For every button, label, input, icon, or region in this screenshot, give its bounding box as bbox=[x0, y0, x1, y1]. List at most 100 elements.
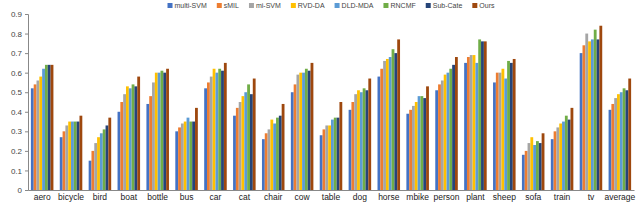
legend-item: Sub-Cate bbox=[426, 2, 463, 9]
bar bbox=[250, 94, 253, 190]
bar bbox=[542, 133, 545, 190]
plot: 00.10.20.30.40.50.60.70.80.9aerobicycleb… bbox=[11, 10, 636, 202]
bar bbox=[510, 63, 513, 190]
bar bbox=[406, 114, 409, 190]
chart: 00.10.20.30.40.50.60.70.80.9aerobicycleb… bbox=[0, 0, 640, 210]
bar bbox=[118, 112, 121, 190]
bar bbox=[242, 96, 245, 190]
tick-label: aero bbox=[34, 192, 51, 202]
bar bbox=[89, 161, 92, 190]
legend-item: RNCMF bbox=[383, 2, 415, 9]
bar bbox=[556, 127, 559, 190]
bar bbox=[149, 96, 152, 190]
tick-label: 0.7 bbox=[11, 49, 23, 58]
bar bbox=[351, 102, 354, 190]
bar bbox=[473, 55, 476, 190]
legend-label: Sub-Cate bbox=[433, 2, 463, 9]
bar bbox=[236, 108, 239, 190]
tick: train bbox=[554, 190, 571, 202]
bar bbox=[331, 120, 334, 190]
bar bbox=[134, 86, 137, 190]
bar bbox=[221, 71, 224, 190]
bar bbox=[599, 26, 602, 190]
tick: 0.1 bbox=[11, 167, 28, 176]
bar bbox=[493, 82, 496, 190]
tick: car bbox=[210, 190, 222, 202]
bar bbox=[137, 77, 140, 190]
tick-label: boat bbox=[121, 192, 138, 202]
bar bbox=[354, 94, 357, 190]
bar bbox=[39, 77, 42, 190]
bars bbox=[31, 26, 631, 190]
bar bbox=[568, 120, 571, 190]
tick-label: 0.2 bbox=[11, 147, 23, 156]
series bbox=[39, 41, 620, 190]
bar bbox=[339, 102, 342, 190]
tick-label: average bbox=[604, 192, 635, 202]
bar bbox=[34, 84, 37, 190]
bar bbox=[42, 69, 45, 190]
bar bbox=[253, 79, 256, 190]
tick-label: 0.1 bbox=[11, 167, 23, 176]
tick: plant bbox=[466, 190, 485, 202]
bar bbox=[554, 131, 557, 190]
bar bbox=[192, 122, 195, 190]
bar bbox=[181, 124, 184, 190]
legend-swatch bbox=[217, 3, 222, 8]
bar bbox=[152, 82, 155, 190]
bar bbox=[79, 116, 82, 190]
legend-swatch bbox=[335, 3, 340, 8]
bar bbox=[233, 116, 236, 190]
tick: aero bbox=[34, 190, 51, 202]
bar bbox=[31, 88, 34, 190]
bar bbox=[357, 90, 360, 190]
bar bbox=[296, 75, 299, 190]
bar bbox=[444, 75, 447, 190]
bar bbox=[279, 116, 282, 190]
bar bbox=[478, 39, 481, 190]
legend-item: Ours bbox=[472, 2, 495, 9]
tick-mark bbox=[25, 112, 28, 113]
y-axis: 00.10.20.30.40.50.60.70.80.9 bbox=[11, 10, 29, 195]
series bbox=[48, 39, 629, 190]
bar bbox=[625, 90, 628, 190]
tick: sheep bbox=[493, 190, 516, 202]
bar bbox=[594, 30, 597, 190]
tick: tv bbox=[588, 190, 595, 202]
tick-label: train bbox=[554, 192, 571, 202]
bar bbox=[265, 133, 268, 190]
tick: chair bbox=[264, 190, 283, 202]
tick: 0.8 bbox=[11, 30, 28, 39]
series bbox=[31, 53, 612, 190]
bar bbox=[597, 39, 600, 190]
bar bbox=[103, 129, 106, 190]
bar bbox=[184, 122, 187, 190]
tick: bicycle bbox=[58, 190, 84, 202]
bar bbox=[609, 110, 612, 190]
bar bbox=[204, 88, 207, 190]
legend-label: RVD-DA bbox=[298, 2, 325, 9]
tick: bottle bbox=[147, 190, 168, 202]
bar bbox=[282, 104, 285, 190]
tick: 0.2 bbox=[11, 147, 28, 156]
legend-item: DLD-MDA bbox=[335, 2, 374, 9]
bar bbox=[571, 108, 574, 190]
bar bbox=[583, 45, 586, 190]
bar bbox=[464, 63, 467, 190]
bar bbox=[368, 79, 371, 190]
bar bbox=[320, 135, 323, 190]
bar bbox=[496, 73, 499, 190]
bar bbox=[533, 145, 536, 190]
tick-label: bus bbox=[180, 192, 194, 202]
bar bbox=[623, 88, 626, 190]
tick-mark bbox=[25, 170, 28, 171]
bar bbox=[475, 63, 478, 190]
legend-swatch bbox=[383, 3, 388, 8]
bar bbox=[337, 118, 340, 190]
bar bbox=[106, 125, 109, 190]
tick: sofa bbox=[525, 190, 541, 202]
bar bbox=[441, 80, 444, 190]
axis-line bbox=[29, 190, 635, 191]
bar bbox=[195, 108, 198, 190]
tick-label: 0.9 bbox=[11, 10, 23, 19]
